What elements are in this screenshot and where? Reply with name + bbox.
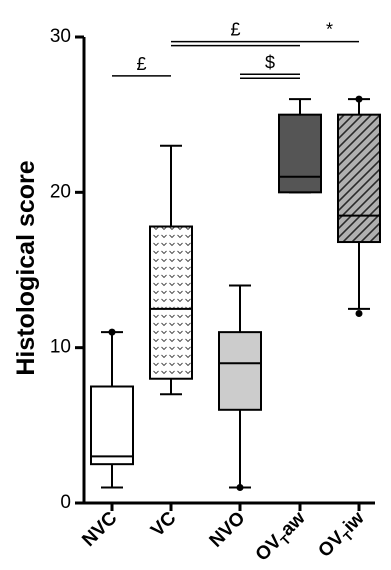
y-tick-label: 10 (50, 337, 71, 358)
significance-bar: $ (240, 52, 300, 80)
iqr-box (149, 225, 193, 380)
boxes-group (90, 95, 381, 491)
significance-bar: £ (112, 54, 171, 77)
x-tick-label: VC (147, 507, 181, 541)
iqr-box (90, 385, 134, 466)
x-tick-label: OVTaw (252, 508, 312, 568)
significance-label: $ (265, 52, 275, 72)
box-plot-ov-iw (337, 95, 381, 317)
y-tick-label: 20 (50, 181, 71, 202)
outlier-point (236, 483, 244, 491)
x-tick-label: NVO (206, 508, 250, 552)
outlier-point (355, 309, 363, 317)
significance-label: £ (230, 20, 240, 40)
significance-label: £ (136, 54, 146, 74)
y-axis: 0 10 20 30 (50, 26, 86, 513)
box-plot-nvc (90, 328, 134, 489)
y-axis-label: Histological score (12, 160, 40, 375)
outlier-point (108, 328, 116, 336)
box-plot-ov-aw (278, 98, 322, 194)
x-tick-label: OVTiw (314, 508, 370, 564)
iqr-box (337, 113, 381, 244)
iqr-box (278, 113, 322, 194)
significance-bar: * (300, 20, 359, 43)
y-tick-label: 30 (50, 26, 71, 47)
box-plot-vc (149, 144, 193, 396)
significance-group: £ £ * $ (112, 20, 359, 80)
x-tick-label: NVC (78, 507, 121, 550)
y-tick-label: 0 (60, 492, 71, 513)
iqr-box (218, 331, 262, 411)
outlier-point (355, 95, 363, 103)
significance-label: * (326, 20, 333, 40)
significance-bar: £ (171, 20, 300, 47)
box-plot-nvo (218, 284, 262, 491)
